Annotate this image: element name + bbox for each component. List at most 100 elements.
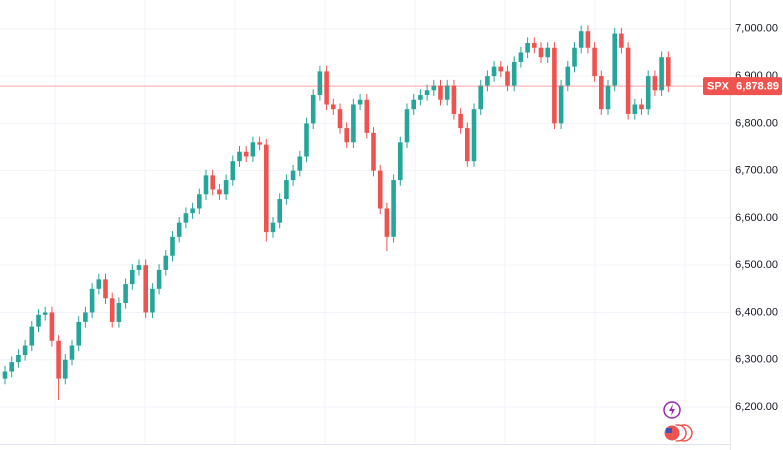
candle-body xyxy=(424,90,430,96)
candle-body xyxy=(270,222,276,233)
candle-body xyxy=(599,76,604,110)
candle-body xyxy=(237,151,242,162)
candle-body xyxy=(538,47,544,58)
candle-body xyxy=(565,66,571,86)
candles xyxy=(0,25,730,400)
candle-body xyxy=(552,47,557,124)
bolt-icon xyxy=(669,404,675,416)
candle-body xyxy=(645,76,651,110)
y-tick-label: 7,000.00 xyxy=(735,23,778,35)
candle-body xyxy=(639,104,644,110)
y-tick-label: 6,200.00 xyxy=(735,401,778,413)
candle-body xyxy=(123,284,128,303)
candle-body xyxy=(223,180,229,195)
candle-body xyxy=(284,180,289,200)
candle-body xyxy=(116,302,122,322)
candle-body xyxy=(156,269,162,289)
candle-body xyxy=(612,33,617,86)
candle-body xyxy=(130,269,135,285)
candle-body xyxy=(545,47,550,58)
candle-body xyxy=(659,57,664,91)
candle-body xyxy=(632,104,638,114)
candle-body xyxy=(109,298,115,322)
candle-body xyxy=(170,236,175,256)
candle-body xyxy=(190,208,195,214)
candle-body xyxy=(391,180,396,237)
candle-body xyxy=(652,76,658,91)
price-axis: 6,200.00 6,300.00 6,400.00 6,500.00 6,600.00… xyxy=(703,23,782,413)
candle-body xyxy=(572,47,577,67)
y-tick-label: 6,400.00 xyxy=(735,306,778,318)
candle-body xyxy=(491,66,497,77)
candle-body xyxy=(217,189,222,195)
candle-body xyxy=(478,85,483,110)
candle-body xyxy=(304,123,309,157)
candle-body xyxy=(183,213,189,223)
candle-body xyxy=(210,175,215,190)
candle-body xyxy=(337,109,343,129)
candle-body xyxy=(22,345,28,355)
candle-body xyxy=(592,47,597,77)
candle-body xyxy=(331,104,336,110)
candle-body xyxy=(357,99,363,105)
candle-body xyxy=(257,142,262,145)
candle-body xyxy=(36,314,41,327)
candle-body xyxy=(451,85,457,114)
candle-body xyxy=(498,66,504,72)
y-tick-label: 6,600.00 xyxy=(735,212,778,224)
candle-body xyxy=(277,199,282,223)
y-tick-label: 6,500.00 xyxy=(735,259,778,271)
candle-body xyxy=(310,95,316,124)
candle-body xyxy=(518,52,524,62)
last-price-label: 6,878.89 xyxy=(736,80,779,92)
candle-body xyxy=(411,99,416,110)
candle-body xyxy=(625,47,631,114)
candle-body xyxy=(666,57,671,87)
candle-body xyxy=(398,142,403,181)
candle-body xyxy=(578,31,584,48)
candle-body xyxy=(471,109,477,162)
candle-body xyxy=(465,128,470,162)
candle-body xyxy=(9,362,14,372)
candle-body xyxy=(264,144,269,233)
candle-body xyxy=(243,151,249,157)
candle-body xyxy=(203,175,209,195)
candle-body xyxy=(143,265,148,313)
candle-body xyxy=(69,345,75,360)
last-price-badge xyxy=(703,77,782,96)
candle-body xyxy=(89,288,95,313)
candle-body xyxy=(63,359,68,379)
candle-body xyxy=(444,85,450,100)
candle-body xyxy=(163,255,169,270)
candle-body xyxy=(384,208,390,237)
candle-body xyxy=(485,76,490,86)
candle-body xyxy=(364,99,370,133)
candle-body xyxy=(605,85,611,110)
candle-body xyxy=(42,312,48,315)
candle-body xyxy=(458,113,463,129)
candle-body xyxy=(532,43,537,48)
candle-body xyxy=(404,109,410,143)
candle-body xyxy=(418,95,423,100)
candle-body xyxy=(136,265,142,270)
candle-body xyxy=(525,43,530,53)
candle-body xyxy=(56,340,61,379)
candle-body xyxy=(505,71,510,86)
symbol-label: SPX xyxy=(707,80,730,92)
candle-body xyxy=(83,312,88,322)
candle-body xyxy=(344,128,349,143)
y-tick-label: 6,800.00 xyxy=(735,117,778,129)
candle-body xyxy=(2,371,8,379)
candle-body xyxy=(619,33,624,48)
candle-body xyxy=(377,170,383,209)
candle-body xyxy=(297,156,303,171)
candle-body xyxy=(103,279,108,299)
y-tick-label: 6,700.00 xyxy=(735,165,778,177)
candle-body xyxy=(150,288,155,313)
candle-body xyxy=(96,279,102,289)
candle-body xyxy=(511,61,517,86)
candle-body xyxy=(176,222,182,237)
y-tick-label: 6,300.00 xyxy=(735,354,778,366)
